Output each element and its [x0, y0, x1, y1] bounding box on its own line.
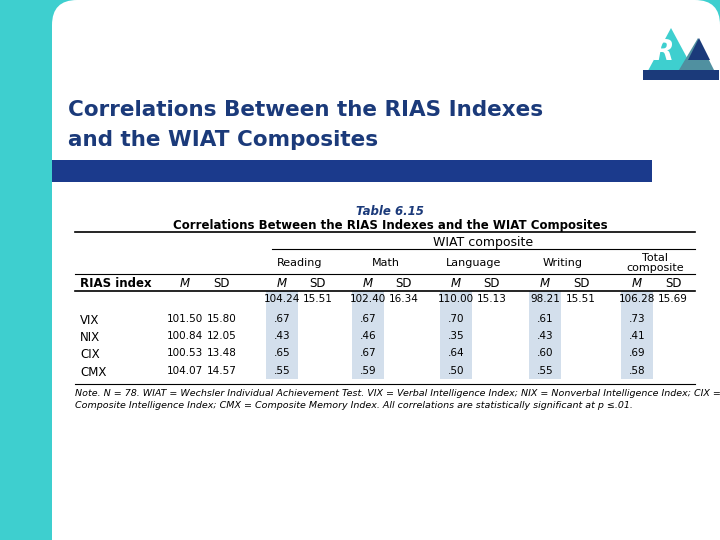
- Bar: [352, 291, 384, 379]
- Text: composite: composite: [626, 263, 684, 273]
- Text: 102.40: 102.40: [350, 294, 386, 304]
- Text: .67: .67: [360, 348, 377, 359]
- Text: 98.21: 98.21: [530, 294, 560, 304]
- Text: .64: .64: [448, 348, 464, 359]
- Polygon shape: [688, 38, 710, 60]
- Text: .60: .60: [536, 348, 553, 359]
- Text: 15.51: 15.51: [303, 294, 333, 304]
- Bar: [621, 291, 653, 379]
- Text: 15.80: 15.80: [207, 314, 237, 323]
- Text: 15.69: 15.69: [658, 294, 688, 304]
- Text: M: M: [540, 277, 550, 290]
- Bar: [440, 291, 472, 379]
- Text: Table 6.15: Table 6.15: [356, 205, 424, 218]
- Text: M: M: [180, 277, 190, 290]
- Polygon shape: [643, 28, 699, 80]
- Bar: [52, 65, 720, 240]
- Text: 104.24: 104.24: [264, 294, 300, 304]
- Text: M: M: [277, 277, 287, 290]
- Text: 106.28: 106.28: [618, 294, 655, 304]
- Text: .69: .69: [629, 348, 645, 359]
- Text: Writing: Writing: [543, 258, 583, 268]
- Polygon shape: [673, 38, 719, 80]
- Text: Correlations Between the RIAS Indexes: Correlations Between the RIAS Indexes: [68, 100, 543, 120]
- Text: .70: .70: [448, 314, 464, 323]
- FancyBboxPatch shape: [52, 0, 720, 240]
- Text: .46: .46: [360, 331, 377, 341]
- Text: VIX: VIX: [80, 314, 99, 327]
- Text: .50: .50: [448, 366, 464, 376]
- Text: 15.13: 15.13: [477, 294, 507, 304]
- Text: 100.53: 100.53: [167, 348, 203, 359]
- Text: .43: .43: [274, 331, 290, 341]
- Bar: [0, 0, 52, 540]
- Text: 16.34: 16.34: [389, 294, 419, 304]
- Text: M: M: [451, 277, 461, 290]
- Text: .61: .61: [536, 314, 553, 323]
- Text: 110.00: 110.00: [438, 294, 474, 304]
- Text: 104.07: 104.07: [167, 366, 203, 376]
- Text: Note. N = 78. WIAT = Wechsler Individual Achievement Test. VIX = Verbal Intellig: Note. N = 78. WIAT = Wechsler Individual…: [75, 389, 720, 399]
- Text: 12.05: 12.05: [207, 331, 237, 341]
- Text: SD: SD: [396, 277, 413, 290]
- Text: Composite Intelligence Index; CMX = Composite Memory Index. All correlations are: Composite Intelligence Index; CMX = Comp…: [75, 401, 633, 409]
- Text: 100.84: 100.84: [167, 331, 203, 341]
- Text: 15.51: 15.51: [566, 294, 596, 304]
- Text: CMX: CMX: [80, 366, 107, 379]
- Bar: [0, 0, 720, 150]
- Text: 14.57: 14.57: [207, 366, 237, 376]
- Bar: [643, 70, 719, 80]
- Bar: [529, 291, 561, 379]
- Text: .58: .58: [629, 366, 645, 376]
- Text: Correlations Between the RIAS Indexes and the WIAT Composites: Correlations Between the RIAS Indexes an…: [173, 219, 607, 232]
- Text: 13.48: 13.48: [207, 348, 237, 359]
- Text: Total: Total: [642, 253, 668, 263]
- Text: .67: .67: [360, 314, 377, 323]
- Bar: [52, 160, 652, 182]
- Text: M: M: [632, 277, 642, 290]
- Text: WIAT composite: WIAT composite: [433, 236, 534, 249]
- Text: and the WIAT Composites: and the WIAT Composites: [68, 130, 378, 150]
- Text: SD: SD: [665, 277, 681, 290]
- Text: Language: Language: [446, 258, 502, 268]
- Text: 101.50: 101.50: [167, 314, 203, 323]
- Text: .55: .55: [274, 366, 290, 376]
- Text: NIX: NIX: [80, 331, 100, 344]
- Text: .43: .43: [536, 331, 553, 341]
- Bar: [266, 291, 298, 379]
- Text: .41: .41: [629, 331, 645, 341]
- Text: M: M: [363, 277, 373, 290]
- Text: Math: Math: [372, 258, 400, 268]
- Text: SD: SD: [214, 277, 230, 290]
- Text: .55: .55: [536, 366, 553, 376]
- Text: SD: SD: [572, 277, 589, 290]
- Text: SD: SD: [310, 277, 326, 290]
- Text: .59: .59: [360, 366, 377, 376]
- Text: CIX: CIX: [80, 348, 99, 361]
- Text: .73: .73: [629, 314, 645, 323]
- Text: .67: .67: [274, 314, 290, 323]
- Text: SD: SD: [484, 277, 500, 290]
- Text: Reading: Reading: [277, 258, 323, 268]
- Text: .35: .35: [448, 331, 464, 341]
- Text: RIAS index: RIAS index: [80, 277, 152, 290]
- Text: .65: .65: [274, 348, 290, 359]
- Text: R: R: [652, 38, 674, 66]
